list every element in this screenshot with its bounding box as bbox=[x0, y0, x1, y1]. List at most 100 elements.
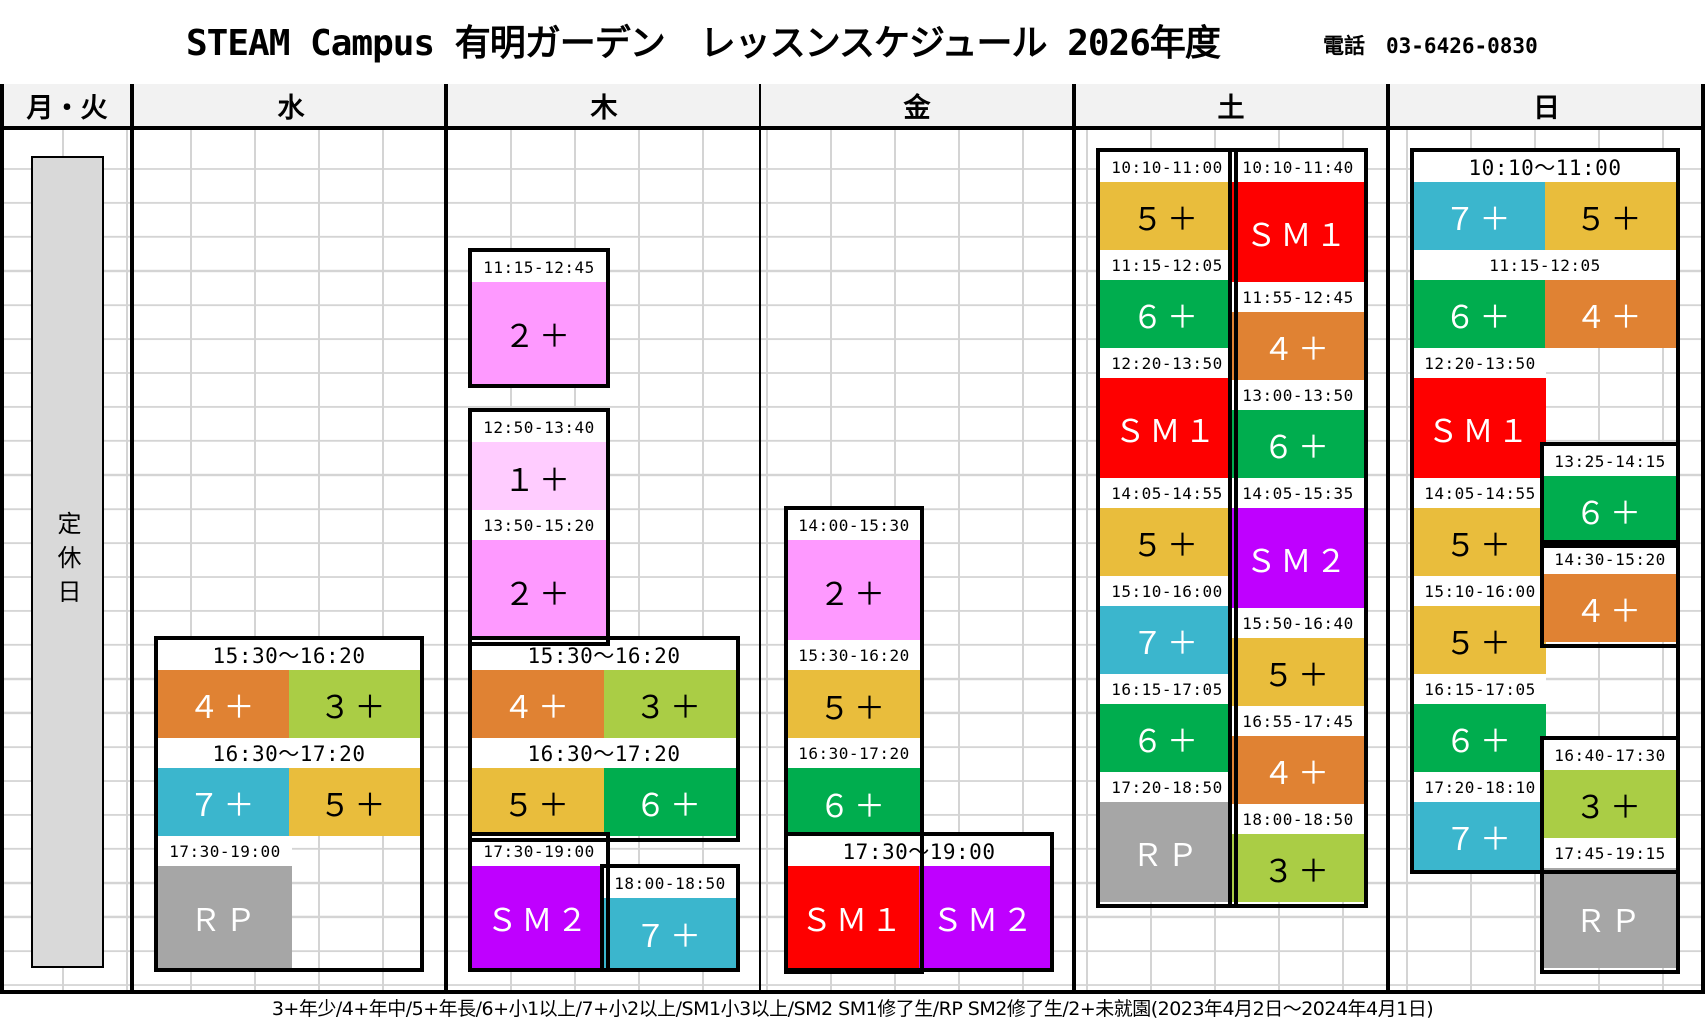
lesson-group-frame bbox=[468, 408, 610, 646]
column-divider bbox=[0, 84, 4, 994]
lesson-time: 15:30〜16:20 bbox=[158, 640, 420, 670]
lesson-group-frame bbox=[784, 832, 1054, 972]
class-cell-3plus: ３＋ bbox=[1544, 770, 1676, 838]
lesson-time: 13:00-13:50 bbox=[1232, 380, 1364, 410]
class-cell-6plus: ６＋ bbox=[1544, 476, 1676, 544]
class-cell-6plus: ６＋ bbox=[1232, 410, 1364, 478]
lesson-time: 16:30〜17:20 bbox=[158, 738, 420, 768]
class-cell-2plus: ２＋ bbox=[472, 282, 606, 384]
lesson-time: 16:30〜17:20 bbox=[472, 738, 736, 768]
lesson-time: 14:00-15:30 bbox=[788, 510, 920, 540]
phone-number: 電話 03-6426-0830 bbox=[1323, 34, 1538, 58]
class-cell-7plus: ７＋ bbox=[1414, 802, 1546, 870]
lesson-group-frame bbox=[468, 636, 740, 842]
class-cell-6plus: ６＋ bbox=[1414, 704, 1546, 772]
class-cell-sm2: ＳＭ２ bbox=[919, 866, 1050, 968]
lesson-group-frame bbox=[1540, 442, 1680, 548]
class-cell-5plus: ５＋ bbox=[788, 670, 920, 740]
lesson-time: 18:00-18:50 bbox=[1232, 804, 1364, 834]
lesson-group-frame bbox=[154, 636, 424, 972]
lesson-time: 16:15-17:05 bbox=[1414, 674, 1546, 704]
lesson-time: 15:50-16:40 bbox=[1232, 608, 1364, 638]
class-cell-5plus: ５＋ bbox=[1545, 182, 1676, 250]
lesson-time: 15:10-16:00 bbox=[1414, 576, 1546, 606]
class-cell-5plus: ５＋ bbox=[1414, 508, 1546, 576]
lesson-time: 17:30-19:00 bbox=[158, 836, 292, 866]
class-cell-rp: ＲＰ bbox=[158, 866, 292, 968]
closed-day-label: 定休日 bbox=[53, 511, 81, 613]
class-cell-5plus: ５＋ bbox=[1414, 606, 1546, 674]
lesson-time: 14:05-14:55 bbox=[1414, 478, 1546, 508]
lesson-group-frame bbox=[468, 248, 610, 388]
day-header-sat: 土 bbox=[1074, 84, 1388, 130]
class-cell-3plus: ３＋ bbox=[604, 670, 736, 738]
lesson-time: 11:15-12:45 bbox=[472, 252, 606, 282]
class-cell-4plus: ４＋ bbox=[1232, 312, 1364, 380]
lesson-time: 11:15-12:05 bbox=[1100, 250, 1234, 280]
class-cell-7plus: ７＋ bbox=[1414, 182, 1545, 250]
column-divider bbox=[130, 84, 134, 994]
lesson-time: 17:20-18:50 bbox=[1100, 772, 1234, 802]
class-cell-sm1: ＳＭ１ bbox=[1100, 378, 1234, 478]
lesson-group-frame bbox=[1096, 148, 1238, 908]
class-cell-7plus: ７＋ bbox=[158, 768, 289, 836]
lesson-time: 15:10-16:00 bbox=[1100, 576, 1234, 606]
class-cell-2plus: ２＋ bbox=[472, 540, 606, 642]
day-header-sun: 日 bbox=[1388, 84, 1705, 130]
class-cell-4plus: ４＋ bbox=[472, 670, 604, 738]
lesson-time: 10:10-11:00 bbox=[1100, 152, 1234, 182]
class-cell-4plus: ４＋ bbox=[1545, 280, 1676, 348]
class-cell-rp: ＲＰ bbox=[1544, 868, 1676, 968]
class-cell-3plus: ３＋ bbox=[1232, 834, 1364, 902]
class-cell-rp: ＲＰ bbox=[1100, 802, 1234, 902]
class-legend: 3+年少/4+年中/5+年長/6+小1以上/7+小2以上/SM1小3以上/SM2… bbox=[271, 998, 1434, 1020]
day-header-thu: 木 bbox=[448, 84, 760, 130]
class-cell-5plus: ５＋ bbox=[472, 768, 604, 836]
class-cell-7plus: ７＋ bbox=[1100, 606, 1234, 674]
closed-day-bar: 定休日 bbox=[31, 156, 104, 968]
lesson-time: 17:20-18:10 bbox=[1414, 772, 1546, 802]
lesson-time: 15:30-16:20 bbox=[788, 640, 920, 670]
lesson-group-frame bbox=[1540, 540, 1680, 648]
class-cell-sm1: ＳＭ１ bbox=[788, 866, 919, 968]
lesson-group-frame bbox=[784, 506, 924, 974]
class-cell-sm2: ＳＭ２ bbox=[1232, 508, 1364, 608]
class-cell-5plus: ５＋ bbox=[1100, 508, 1234, 576]
lesson-time: 17:30〜19:00 bbox=[788, 836, 1050, 866]
class-cell-4plus: ４＋ bbox=[1544, 574, 1676, 642]
class-cell-4plus: ４＋ bbox=[158, 670, 289, 738]
class-cell-6plus: ６＋ bbox=[1100, 280, 1234, 348]
class-cell-5plus: ５＋ bbox=[289, 768, 420, 836]
lesson-time: 14:05-15:35 bbox=[1232, 478, 1364, 508]
day-header-fri: 金 bbox=[760, 84, 1074, 130]
lesson-time: 13:50-15:20 bbox=[472, 510, 606, 540]
lesson-group-frame bbox=[1540, 736, 1680, 974]
class-cell-sm1: ＳＭ１ bbox=[1232, 182, 1364, 282]
lesson-time: 16:40-17:30 bbox=[1544, 740, 1676, 770]
class-cell-4plus: ４＋ bbox=[1232, 736, 1364, 804]
class-cell-6plus: ６＋ bbox=[1100, 704, 1234, 772]
class-cell-6plus: ６＋ bbox=[1414, 280, 1545, 348]
lesson-time: 16:15-17:05 bbox=[1100, 674, 1234, 704]
column-divider bbox=[1072, 84, 1076, 994]
column-divider bbox=[444, 84, 448, 994]
lesson-group-frame bbox=[1228, 148, 1368, 908]
lesson-time: 16:30-17:20 bbox=[788, 738, 920, 768]
lesson-group-frame bbox=[600, 864, 740, 972]
lesson-time: 12:20-13:50 bbox=[1414, 348, 1546, 378]
class-cell-1plus: １＋ bbox=[472, 442, 606, 512]
lesson-time: 13:25-14:15 bbox=[1544, 446, 1676, 476]
day-header-mon-tue: 月・火 bbox=[0, 84, 134, 130]
title-bar: STEAM Campus 有明ガーデン レッスンスケジュール 2026年度 電話… bbox=[0, 0, 1705, 84]
lesson-time: 10:10〜11:00 bbox=[1414, 152, 1676, 182]
lesson-time: 11:55-12:45 bbox=[1232, 282, 1364, 312]
page-title: STEAM Campus 有明ガーデン レッスンスケジュール 2026年度 bbox=[186, 23, 1221, 64]
class-cell-5plus: ５＋ bbox=[1232, 638, 1364, 706]
day-header-wed: 水 bbox=[134, 84, 448, 130]
class-cell-sm1: ＳＭ１ bbox=[1414, 378, 1546, 478]
class-cell-6plus: ６＋ bbox=[788, 768, 920, 838]
lesson-time: 12:20-13:50 bbox=[1100, 348, 1234, 378]
lesson-time: 12:50-13:40 bbox=[472, 412, 606, 442]
lesson-time: 16:55-17:45 bbox=[1232, 706, 1364, 736]
column-divider bbox=[759, 84, 761, 994]
